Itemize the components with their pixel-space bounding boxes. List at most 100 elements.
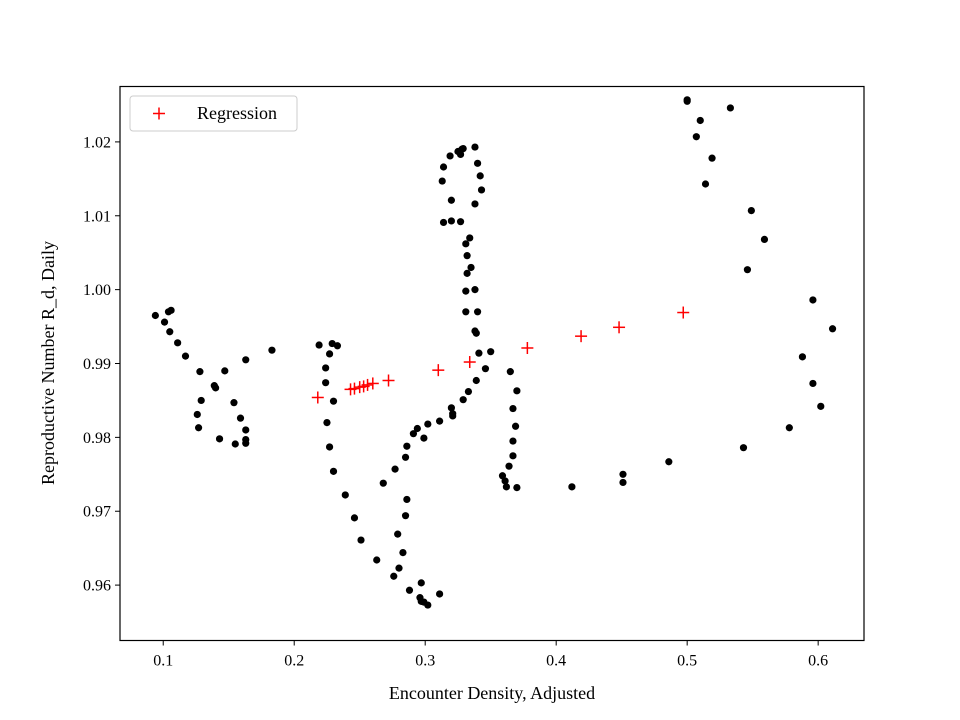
data-point: [487, 348, 495, 356]
data-point: [828, 325, 837, 333]
data-point: [456, 218, 465, 226]
data-point: [760, 235, 769, 244]
data-point: [513, 387, 521, 395]
data-point: [459, 396, 467, 404]
data-point: [341, 491, 349, 499]
data-point: [809, 379, 817, 388]
y-tick-label: 0.97: [83, 504, 111, 521]
data-point: [463, 269, 471, 277]
data-point: [166, 328, 174, 336]
data-point: [447, 404, 455, 412]
data-point: [323, 418, 331, 427]
data-point: [726, 104, 734, 112]
data-point: [436, 417, 444, 425]
data-point: [438, 177, 446, 185]
data-point: [174, 339, 182, 347]
data-point: [436, 590, 444, 598]
data-point: [167, 306, 175, 314]
data-point: [683, 96, 691, 104]
regression-point: [311, 391, 324, 404]
data-point: [212, 384, 220, 392]
data-point: [236, 414, 245, 422]
data-point: [701, 180, 710, 188]
data-point: [471, 143, 479, 151]
data-point: [747, 206, 755, 215]
data-point: [481, 365, 490, 373]
y-axis-label: Reproductive Number R_d, Daily: [38, 241, 58, 485]
data-point: [379, 479, 387, 487]
x-axis-label: Encounter Density, Adjusted: [389, 683, 595, 703]
regression-point: [521, 341, 534, 354]
y-tick-label: 0.99: [83, 356, 111, 373]
x-tick-label: 0.6: [808, 653, 828, 670]
data-point: [329, 467, 338, 475]
data-point: [449, 410, 457, 418]
data-point: [462, 308, 470, 316]
data-point: [325, 443, 334, 451]
data-point: [315, 341, 323, 349]
data-point: [665, 458, 673, 466]
data-point: [322, 364, 330, 372]
x-tick-label: 0.4: [546, 653, 566, 670]
data-point: [196, 368, 204, 376]
data-point: [467, 263, 475, 272]
data-point: [420, 434, 428, 442]
data-point: [322, 379, 330, 387]
x-tick-label: 0.5: [677, 653, 697, 670]
data-point: [417, 579, 425, 587]
data-point: [394, 530, 402, 538]
data-point: [242, 426, 250, 434]
y-tick-label: 1.00: [83, 282, 111, 299]
regression-point: [382, 374, 395, 387]
regression-point: [613, 321, 626, 334]
data-point: [739, 444, 748, 452]
x-tick-label: 0.3: [415, 653, 435, 670]
data-point: [424, 420, 432, 428]
data-point: [329, 397, 338, 405]
data-marks: [151, 96, 837, 609]
data-point: [506, 368, 514, 376]
y-axis-ticks: 0.96 0.97 0.98 0.99 1.00 1.01 1.02: [83, 134, 120, 595]
data-point: [160, 318, 169, 326]
data-point: [391, 465, 399, 473]
data-point: [403, 495, 411, 504]
data-point: [473, 308, 482, 316]
data-point: [462, 287, 470, 295]
data-point: [230, 399, 238, 407]
data-point: [447, 196, 455, 204]
data-point: [509, 404, 517, 413]
data-point: [401, 512, 410, 520]
data-point: [405, 586, 414, 594]
data-point: [509, 437, 517, 445]
data-point: [399, 548, 407, 557]
data-point: [785, 424, 793, 432]
data-point: [809, 296, 817, 304]
data-point: [502, 483, 511, 491]
legend-label-regression: Regression: [197, 103, 277, 123]
data-point: [473, 159, 482, 167]
data-point: [619, 478, 627, 487]
data-point: [476, 172, 484, 180]
data-point: [403, 442, 411, 450]
data-point: [692, 133, 700, 141]
data-point: [462, 240, 470, 248]
data-point: [446, 152, 454, 160]
data-point: [231, 440, 239, 448]
data-point: [466, 234, 474, 242]
data-point: [471, 200, 479, 208]
data-point: [477, 186, 486, 194]
data-point: [215, 435, 224, 443]
data-point: [395, 564, 403, 572]
regression-point: [361, 378, 374, 391]
data-point: [501, 477, 509, 485]
legend: Regression: [129, 95, 298, 132]
data-point: [568, 483, 576, 491]
data-point: [181, 352, 190, 360]
regression-point: [463, 356, 476, 369]
x-axis-ticks: 0.1 0.2 0.3 0.4 0.5 0.6: [153, 640, 828, 670]
data-point: [333, 342, 342, 350]
data-point: [424, 601, 432, 609]
x-tick-label: 0.2: [284, 653, 304, 670]
data-point: [459, 144, 467, 153]
